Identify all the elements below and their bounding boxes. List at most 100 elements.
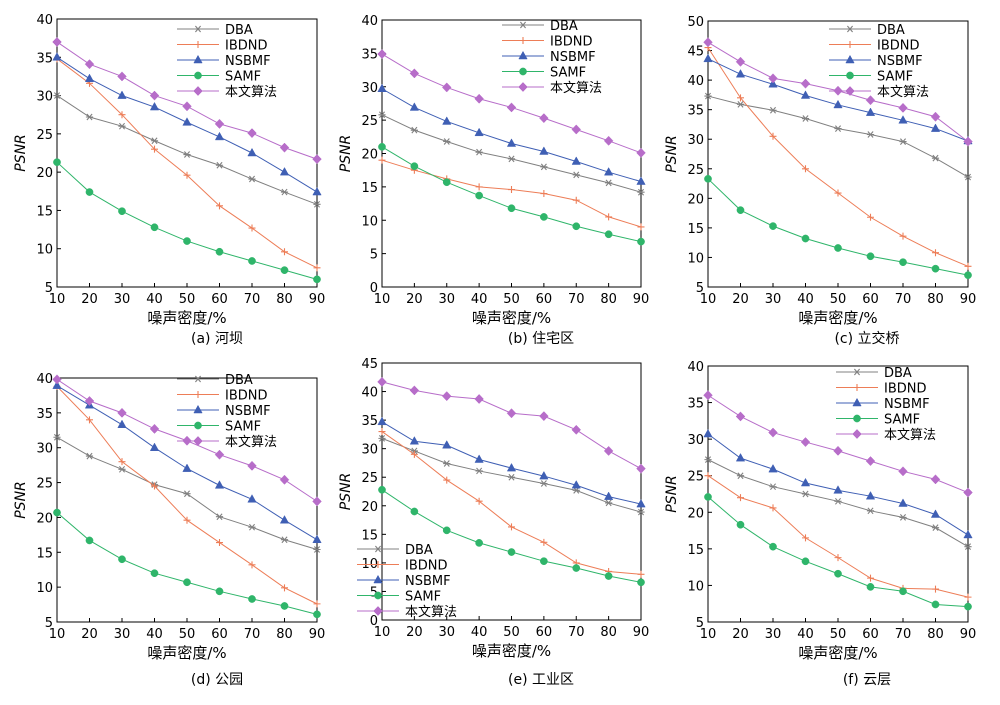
- legend-label: 本文算法: [225, 435, 277, 450]
- legend-marker: [194, 421, 202, 430]
- series-circle: [378, 142, 645, 246]
- data-point: [149, 101, 160, 111]
- x-tick-label: 40: [471, 625, 488, 640]
- y-tick-label: 5: [370, 585, 378, 600]
- data-point: [865, 95, 876, 106]
- data-point: [85, 188, 94, 196]
- data-point: [964, 173, 972, 181]
- legend-marker: [194, 71, 202, 80]
- x-tick-label: 30: [438, 292, 455, 307]
- data-point: [605, 213, 613, 221]
- data-point: [833, 445, 843, 456]
- data-point: [280, 266, 289, 275]
- data-point: [474, 127, 484, 137]
- data-point: [604, 167, 614, 176]
- series-triangle: [703, 53, 973, 145]
- data-point: [52, 52, 62, 61]
- data-point: [118, 465, 126, 473]
- data-point: [768, 464, 778, 473]
- series-line: [56, 512, 318, 615]
- data-point: [834, 569, 842, 578]
- x-tick-label: 90: [633, 292, 650, 307]
- data-point: [603, 135, 614, 146]
- data-point: [215, 513, 224, 521]
- data-point: [378, 435, 386, 442]
- legend-label: NSBMF: [884, 397, 930, 412]
- series-plus: [53, 382, 321, 608]
- data-point: [704, 174, 712, 183]
- panel-caption: (e) 工业区: [508, 672, 574, 688]
- series-line: [707, 459, 969, 548]
- data-point: [183, 578, 191, 587]
- data-point: [118, 555, 126, 564]
- x-tick-label: 10: [49, 627, 66, 642]
- x-tick-label: 10: [374, 625, 391, 640]
- data-point: [151, 145, 158, 153]
- x-tick-label: 70: [568, 625, 585, 640]
- chart-panel-2: 0 5 10 15 20 25 30 35 40 10 20 30 40 50 60 70 80 90 噪声密度/%…: [338, 14, 649, 347]
- x-axis-label: 噪声密度/%: [472, 309, 551, 327]
- data-point: [216, 202, 223, 210]
- data-point: [802, 534, 809, 542]
- data-point: [214, 131, 225, 141]
- x-tick-label: 50: [830, 292, 847, 307]
- legend-label: SAMF: [550, 66, 586, 81]
- data-point: [442, 391, 452, 402]
- data-point: [53, 433, 61, 441]
- data-point: [248, 561, 256, 569]
- legend-marker: [846, 71, 854, 80]
- data-point: [313, 546, 321, 553]
- data-point: [507, 204, 516, 213]
- x-tick-label: 60: [536, 625, 553, 640]
- data-point: [737, 494, 744, 502]
- x-tick-label: 80: [600, 625, 617, 640]
- legend-label: IBDND: [225, 389, 268, 404]
- data-point: [539, 411, 549, 422]
- series-diamond: [377, 49, 646, 158]
- data-point: [540, 213, 548, 221]
- data-point: [769, 504, 777, 512]
- data-point: [182, 101, 192, 112]
- data-point: [183, 490, 191, 498]
- legend-label: NSBMF: [550, 50, 596, 65]
- y-tick-label: 35: [36, 407, 53, 422]
- data-point: [117, 407, 127, 418]
- data-point: [736, 520, 745, 529]
- data-point: [474, 93, 484, 104]
- data-point: [866, 131, 875, 138]
- legend-marker: [846, 25, 854, 33]
- data-point: [571, 480, 581, 489]
- y-tick-label: 10: [687, 251, 704, 266]
- y-tick-label: 5: [696, 281, 704, 296]
- legend-marker: [519, 21, 527, 29]
- data-point: [899, 138, 907, 145]
- legend-marker: [193, 436, 203, 446]
- legend-marker: [194, 41, 202, 48]
- series-line: [56, 386, 318, 605]
- legend-label: IBDND: [405, 559, 448, 574]
- data-point: [248, 523, 256, 531]
- data-point: [410, 507, 419, 516]
- data-point: [86, 416, 93, 424]
- data-point: [769, 222, 777, 230]
- data-point: [964, 543, 972, 551]
- data-point: [834, 189, 842, 197]
- x-tick-label: 20: [406, 292, 423, 307]
- data-point: [52, 374, 62, 385]
- data-point: [443, 476, 451, 484]
- data-point: [247, 460, 257, 471]
- y-tick-label: 20: [361, 148, 378, 163]
- data-point: [932, 249, 939, 257]
- data-point: [736, 206, 745, 215]
- data-point: [475, 539, 483, 547]
- y-axis-label: PSNR: [13, 481, 29, 519]
- data-point: [637, 508, 645, 516]
- data-point: [149, 423, 160, 434]
- data-point: [704, 456, 712, 463]
- data-point: [182, 463, 192, 472]
- series-line: [381, 114, 642, 193]
